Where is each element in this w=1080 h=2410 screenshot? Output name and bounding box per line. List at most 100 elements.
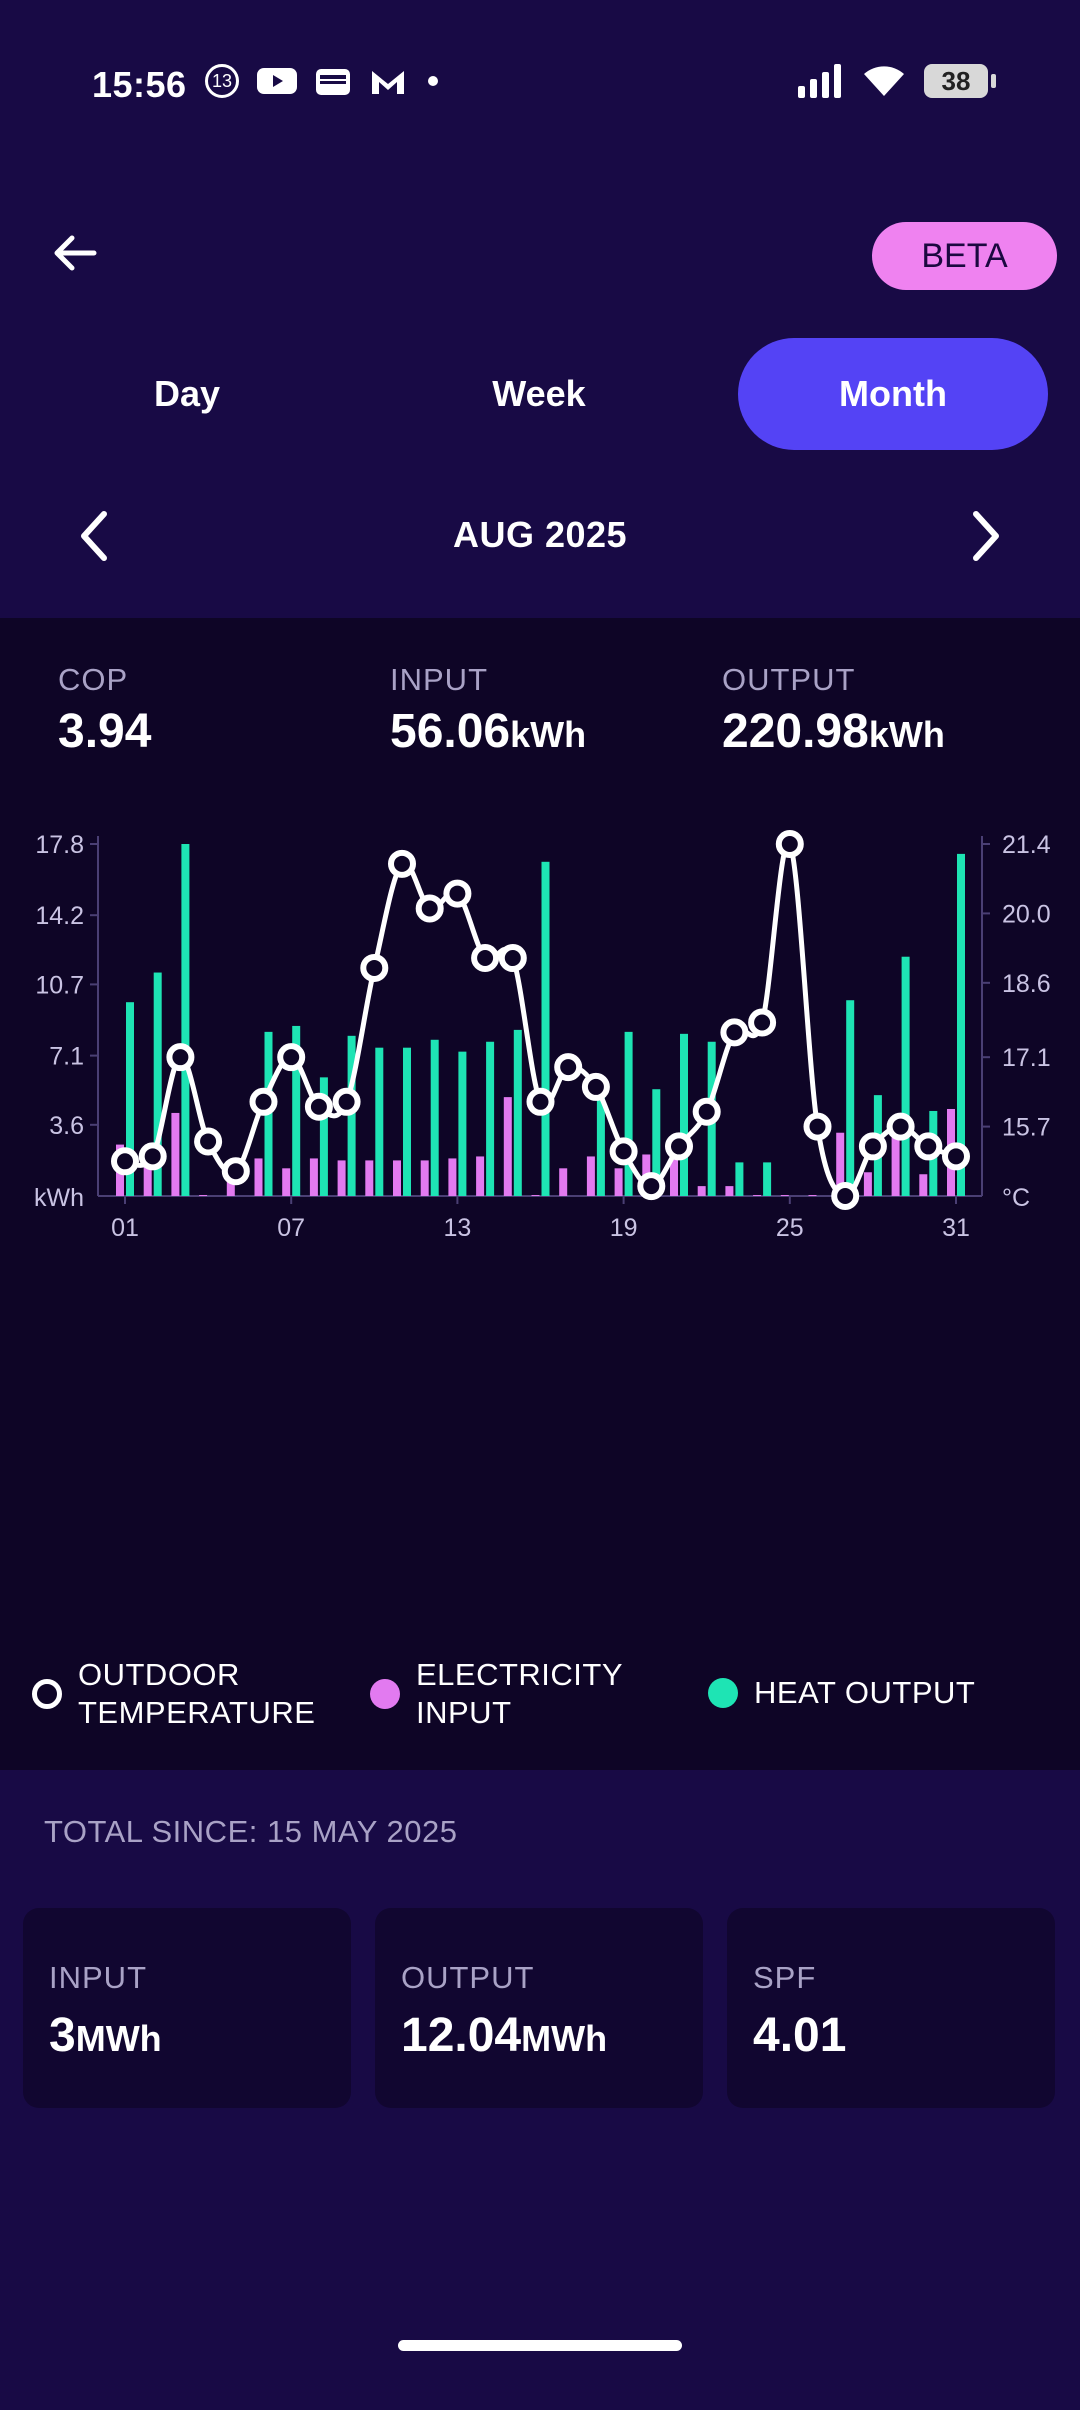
input-label: INPUT	[390, 662, 488, 697]
tab-month[interactable]: Month	[738, 338, 1048, 450]
arrow-left-icon[interactable]	[50, 228, 100, 278]
temperature-point	[609, 1137, 638, 1166]
electricity-bar	[420, 1160, 429, 1196]
electricity-bar	[476, 1156, 485, 1196]
x-tick-label: 25	[776, 1214, 804, 1242]
temperature-point	[803, 1112, 832, 1141]
temperature-point	[471, 944, 500, 973]
spf-card: SPF 4.01	[727, 1908, 1055, 2108]
monthly-summary-panel: COP 3.94 INPUT 56.06kWh OUTPUT 220.98kWh…	[0, 618, 1080, 1770]
heat-output-bar	[430, 1039, 439, 1196]
heat-output-bar	[181, 844, 190, 1196]
tab-day[interactable]: Day	[153, 373, 221, 414]
energy-chart[interactable]: 17.8 14.2 10.7 7.1 3.6 kWh 21.4 20.0 18.6 17.1 15.…	[0, 804, 1080, 1344]
spf-label: SPF	[753, 1960, 817, 1995]
legend-item-heat[interactable]: HEAT OUTPUT	[708, 1674, 975, 1712]
temperature-point	[886, 1112, 915, 1141]
total-input-card: INPUT 3MWh	[23, 1908, 351, 2108]
chevron-left-icon[interactable]	[70, 508, 120, 564]
heat-output-bar	[652, 1089, 661, 1196]
home-indicator[interactable]	[398, 2340, 682, 2351]
temperature-point	[775, 830, 804, 858]
temperature-point	[277, 1043, 306, 1072]
legend-item-electricity[interactable]: ELECTRICITY INPUT	[370, 1656, 623, 1732]
temperature-point	[194, 1127, 223, 1156]
legend-label-heat: HEAT OUTPUT	[754, 1675, 976, 1710]
temperature-point	[332, 1087, 361, 1116]
heat-output-bar	[596, 1077, 605, 1196]
electricity-bar	[697, 1186, 706, 1196]
temperature-point	[360, 953, 389, 982]
electricity-bar	[365, 1160, 374, 1196]
left-tick-label: 3.6	[49, 1112, 84, 1140]
heat-output-bar	[541, 861, 550, 1196]
total-input-label: INPUT	[49, 1960, 147, 1995]
right-unit-label: °C	[1002, 1184, 1030, 1212]
legend-item-temperature[interactable]: OUTDOOR TEMPERATURE	[32, 1656, 315, 1732]
electricity-bar	[503, 1097, 512, 1196]
output-stat: OUTPUT 220.98kWh	[722, 662, 945, 759]
electricity-bar	[531, 1195, 540, 1196]
heat-output-bar	[624, 1031, 633, 1196]
x-tick-label: 01	[111, 1214, 139, 1242]
left-tick-label: 7.1	[49, 1043, 84, 1071]
x-tick-label: 07	[277, 1214, 305, 1242]
heat-output-bar	[680, 1033, 688, 1196]
status-bar: 15:56 13 38	[0, 0, 1080, 170]
ring-icon	[32, 1679, 62, 1709]
temperature-line	[124, 840, 957, 1199]
electricity-bar	[337, 1160, 346, 1196]
electricity-bar	[836, 1132, 845, 1196]
electricity-bar	[448, 1158, 457, 1196]
output-label: OUTPUT	[722, 662, 856, 697]
status-system-icons: 38	[798, 64, 996, 98]
temperature-point	[138, 1142, 167, 1171]
right-tick-label: 17.1	[1002, 1044, 1051, 1072]
mail-m-icon	[372, 71, 404, 94]
cop-value: 3.94	[58, 705, 152, 758]
output-value: 220.98	[722, 705, 869, 758]
x-tick-label: 19	[610, 1214, 638, 1242]
electricity-bar	[725, 1186, 734, 1196]
temperature-point	[665, 1132, 693, 1161]
temperature-point	[637, 1172, 666, 1201]
total-input-value: 3	[49, 2009, 76, 2062]
signal-icon	[798, 64, 841, 98]
electricity-bar	[863, 1172, 872, 1196]
electricity-bar	[614, 1168, 623, 1196]
electricity-bar	[282, 1168, 291, 1196]
wifi-icon	[864, 66, 904, 96]
electricity-bar	[199, 1195, 208, 1196]
chevron-right-icon[interactable]	[960, 508, 1010, 564]
heat-output-bar	[763, 1162, 772, 1196]
temperature-point	[498, 944, 527, 973]
heat-output-bar	[486, 1041, 495, 1196]
temperature-point	[914, 1132, 943, 1161]
badge-icon: 13	[205, 64, 239, 98]
total-output-card: OUTPUT 12.04MWh	[375, 1908, 703, 2108]
heat-output-bar	[458, 1051, 467, 1196]
temperature-point	[111, 1147, 139, 1176]
cop-stat: COP 3.94	[58, 662, 151, 759]
heat-output-bar	[957, 853, 965, 1196]
heat-output-bar	[319, 1077, 328, 1196]
total-input-unit: MWh	[75, 2018, 162, 2059]
tab-week[interactable]: Week	[492, 373, 586, 414]
output-unit: kWh	[868, 714, 945, 755]
electricity-bar	[808, 1195, 817, 1196]
electricity-bar	[171, 1112, 180, 1196]
legend-label-electricity: ELECTRICITY INPUT	[416, 1657, 624, 1730]
total-output-unit: MWh	[521, 2018, 608, 2059]
temperature-point	[415, 894, 444, 923]
heat-output-bar	[292, 1025, 301, 1196]
electricity-bar	[393, 1160, 401, 1196]
temperature-point	[692, 1097, 721, 1126]
heat-output-bar	[403, 1047, 411, 1196]
input-stat: INPUT 56.06kWh	[390, 662, 586, 759]
spf-value: 4.01	[753, 2009, 847, 2062]
heat-output-bar	[901, 956, 910, 1196]
electricity-bar	[559, 1168, 568, 1196]
temperature-point	[942, 1142, 970, 1171]
legend-label-temperature: OUTDOOR TEMPERATURE	[78, 1657, 316, 1730]
heat-output-bar	[153, 972, 162, 1196]
